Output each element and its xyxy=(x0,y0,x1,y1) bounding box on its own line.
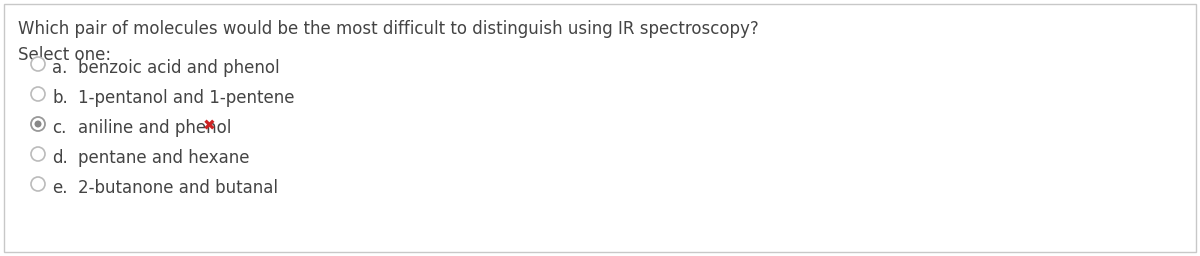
Text: 2-butanone and butanal: 2-butanone and butanal xyxy=(78,179,278,197)
Circle shape xyxy=(31,117,46,131)
Text: 1-pentanol and 1-pentene: 1-pentanol and 1-pentene xyxy=(78,89,294,107)
Text: a.: a. xyxy=(52,59,67,77)
Circle shape xyxy=(31,57,46,71)
Text: Select one:: Select one: xyxy=(18,46,112,64)
Text: benzoic acid and phenol: benzoic acid and phenol xyxy=(78,59,280,77)
Text: e.: e. xyxy=(52,179,67,197)
Text: ✖: ✖ xyxy=(203,118,215,133)
Text: pentane and hexane: pentane and hexane xyxy=(78,149,250,167)
Text: Which pair of molecules would be the most difficult to distinguish using IR spec: Which pair of molecules would be the mos… xyxy=(18,20,758,38)
Text: c.: c. xyxy=(52,119,66,137)
Circle shape xyxy=(31,87,46,101)
Text: b.: b. xyxy=(52,89,67,107)
Text: d.: d. xyxy=(52,149,67,167)
Text: aniline and phenol: aniline and phenol xyxy=(78,119,232,137)
Circle shape xyxy=(31,177,46,191)
Circle shape xyxy=(35,121,42,127)
Circle shape xyxy=(31,147,46,161)
